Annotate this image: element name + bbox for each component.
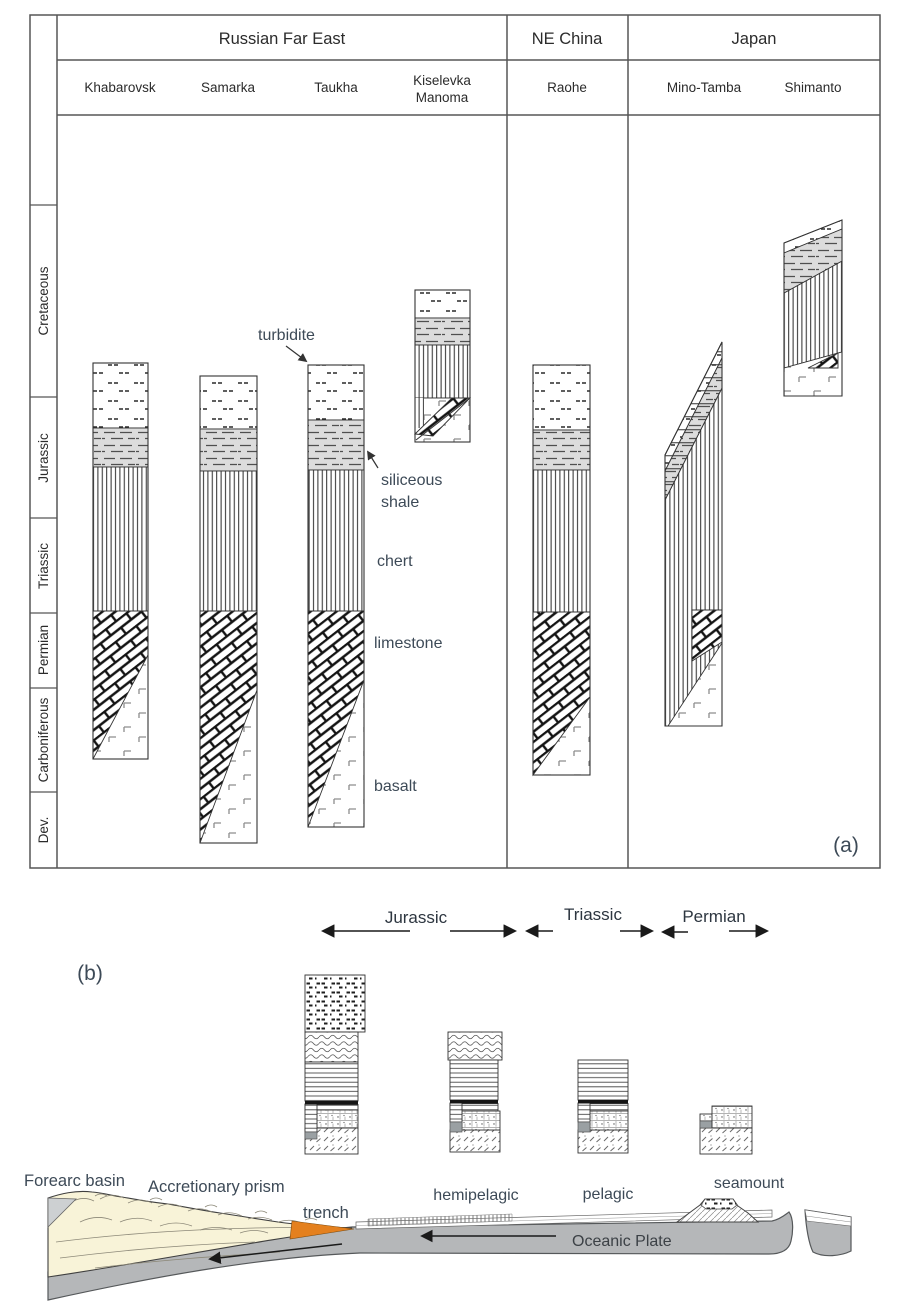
column-shimanto [783,219,843,397]
column-outline [92,362,149,760]
period-dividers [30,204,57,793]
forearc-backstop [47,1197,77,1228]
label-forearc-basin: Forearc basin [24,1172,125,1190]
column-outline [664,341,723,727]
label-oceanic-plate: Oceanic Plate [572,1233,672,1250]
age-span-permian: Permian [682,907,745,926]
column-outline [199,375,258,844]
annotation-turbidite: turbidite [258,327,315,344]
locality-label-samarka: Samarka [201,80,256,95]
column-mino-tamba [664,341,723,727]
annotation-siliceous: siliceous [381,472,442,489]
column-raohe [532,364,591,777]
region-label-japan: Japan [732,30,777,48]
period-label-cretaceous: Cretaceous [36,266,51,335]
panel-b-tag: (b) [77,962,103,985]
locality-label-mino-tamba: Mino-Tamba [667,80,742,95]
strat-column-pelagic [577,1059,629,1154]
gray-wedge [699,1120,713,1129]
annotation-shale: shale [381,494,419,511]
black-marker-bed [450,1100,498,1104]
locality-label-manoma: Manoma [416,90,469,105]
locality-label-khabarovsk: Khabarovsk [84,80,156,95]
table-grid [29,14,881,869]
column-taukha [307,364,365,828]
trench-fill [289,1220,355,1240]
age-span-triassic: Triassic [564,905,622,924]
annotation-chert: chert [377,553,413,570]
column-kiselevka-manoma [414,289,472,443]
period-label-carboniferous: Carboniferous [36,697,51,782]
slab-motion-arrow [208,1243,343,1265]
accretionary-prism [47,1190,353,1278]
panel-a: Cretaceous Jurassic Triassic Permian Car… [29,14,881,869]
label-pelagic: pelagic [583,1186,634,1203]
column-samarka [199,375,258,844]
column-outline [532,364,591,776]
label-trench: trench [303,1204,349,1222]
column-outline [307,364,365,828]
period-label-permian: Permian [36,625,51,675]
strat-column-seamount [699,1105,753,1155]
region-label-russian-far-east: Russian Far East [219,30,346,48]
period-axis: Cretaceous Jurassic Triassic Permian Car… [30,204,57,844]
label-accretionary-prism: Accretionary prism [148,1178,285,1196]
gray-wedge [304,1131,318,1140]
strat-column-trench [304,974,366,1155]
table-header: Russian Far East NE China Japan Khabarov… [84,30,841,105]
turbidite-arrow [285,345,308,363]
seamount-cap [700,1198,738,1210]
age-span-arrows [320,924,770,939]
label-seamount: seamount [714,1175,785,1192]
locality-label-taukha: Taukha [314,80,358,95]
siliceous-shale-arrow [367,450,379,469]
panel-b: Jurassic Triassic Permian [24,905,852,1301]
label-hemipelagic: hemipelagic [433,1187,518,1204]
age-span-jurassic: Jurassic [385,908,448,927]
gray-wedge [449,1121,463,1133]
black-marker-bed [305,1101,358,1105]
strat-column-hemipelagic [447,1031,503,1153]
detached-sediment-band [804,1209,852,1227]
panel-a-tag: (a) [833,834,859,857]
subduction-cross-section: Forearc basin Accretionary prism trench … [24,1172,852,1301]
hemipelagic-band [367,1213,513,1227]
column-outline [783,219,843,397]
column-outline [414,289,471,443]
lithology-annotations: turbidite siliceous shale chert limeston… [258,327,443,795]
locality-label-raohe: Raohe [547,80,587,95]
annotation-basalt: basalt [374,778,417,795]
period-label-jurassic: Jurassic [36,433,51,483]
locality-label-shimanto: Shimanto [784,80,841,95]
column-khabarovsk [92,362,149,760]
locality-label-kiselevka: Kiselevka [413,73,471,88]
detached-band-line [805,1215,852,1223]
black-marker-bed [578,1100,628,1104]
table-outer-border [29,14,881,869]
annotation-limestone: limestone [374,635,443,652]
period-label-devonian: Dev. [36,817,51,844]
region-label-ne-china: NE China [532,30,603,48]
gray-wedge [577,1121,591,1133]
period-label-triassic: Triassic [36,543,51,589]
